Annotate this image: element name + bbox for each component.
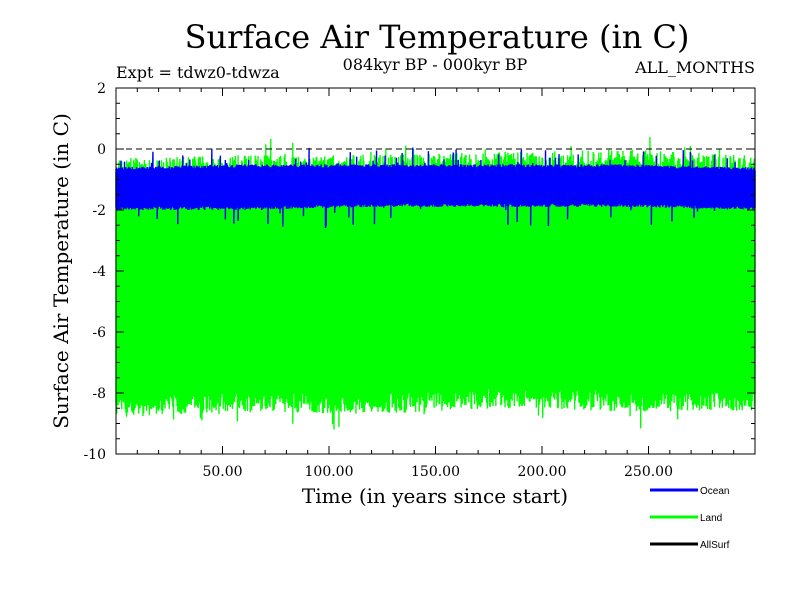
chart-subtitle: 084kyr BP - 000kyr BP [343, 55, 528, 74]
y-tick-label: -10 [83, 447, 106, 463]
plot-frame [115, 87, 756, 455]
legend-label-ocean: Ocean [700, 486, 729, 497]
x-tick-label: 150.00 [411, 464, 460, 480]
x-tick-label: 200.00 [518, 464, 567, 480]
y-tick-label: 2 [97, 81, 106, 97]
y-tick-label: -6 [92, 325, 106, 341]
legend-label-allsurf: AllSurf [700, 540, 730, 551]
y-tick-label: 0 [97, 142, 106, 158]
series-line-ocean [115, 147, 756, 228]
experiment-label: Expt = tdwz0-tdwza [116, 63, 280, 82]
y-axis-label: Surface Air Temperature (in C) [49, 113, 73, 429]
legend-label-land: Land [700, 513, 722, 524]
chart-title: Surface Air Temperature (in C) [185, 18, 690, 56]
x-tick-label: 100.00 [305, 464, 354, 480]
plot-area: 2 0 -2 -4 -6 -8 -10 50.00 100.00 150.00 200.00 250.… [83, 81, 756, 480]
x-tick-label: 250.00 [624, 464, 673, 480]
y-tick-label: -8 [92, 386, 106, 402]
legend: Ocean Land AllSurf [650, 486, 730, 551]
y-tick-label: -2 [92, 203, 106, 219]
x-tick-label: 50.00 [202, 464, 242, 480]
months-label: ALL_MONTHS [634, 58, 755, 77]
x-axis-label: Time (in years since start) [302, 484, 568, 508]
y-tick-label: -4 [92, 264, 106, 280]
